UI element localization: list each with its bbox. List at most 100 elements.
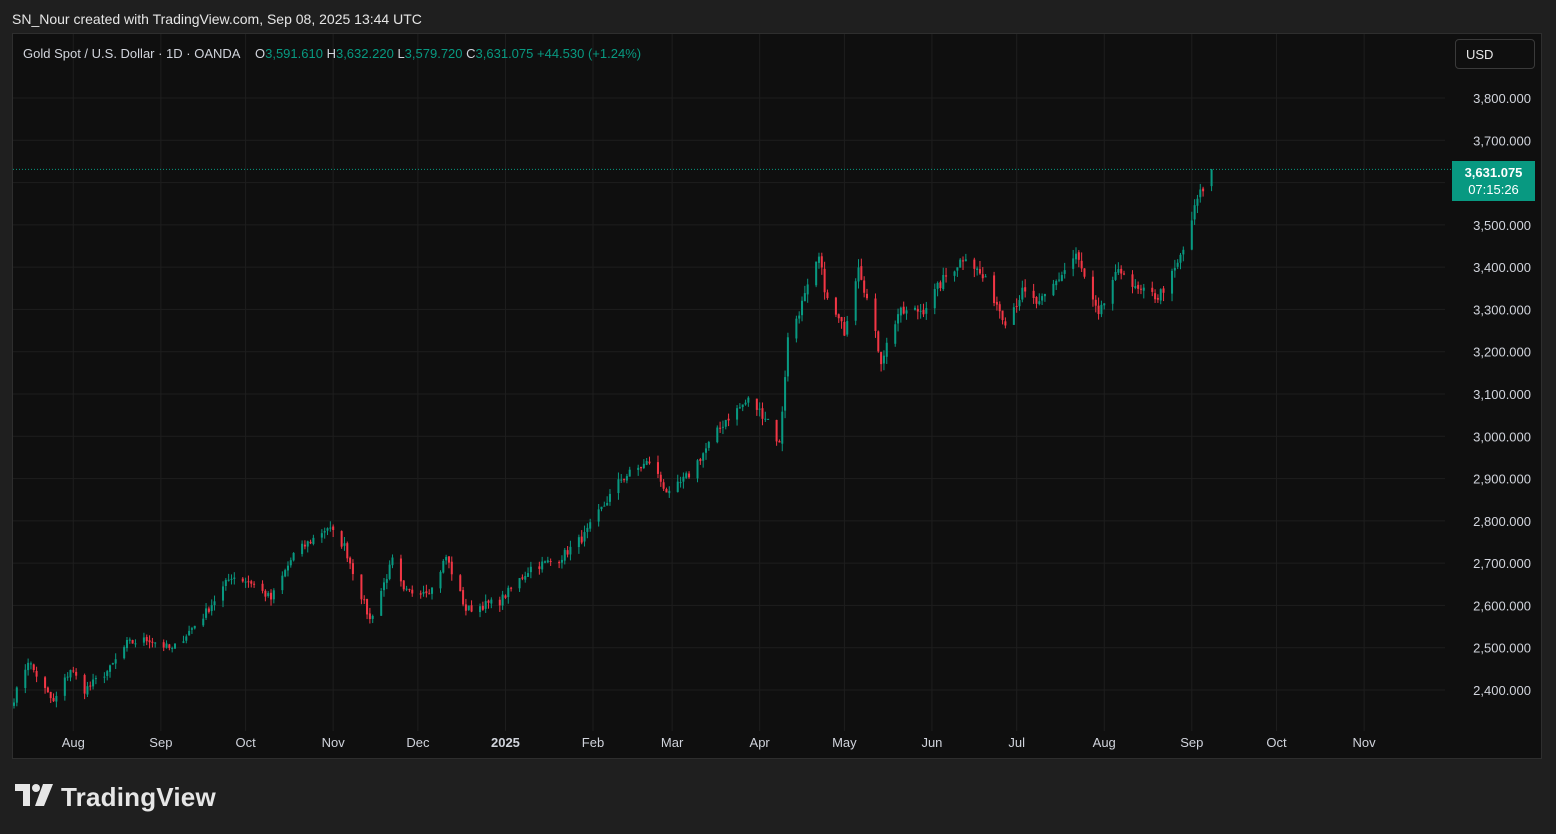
candle-body — [637, 467, 640, 470]
candle-body — [207, 608, 210, 612]
y-tick-label: 2,400.000 — [1473, 683, 1531, 698]
candle-body — [597, 509, 600, 522]
brand-logo[interactable]: TradingView — [15, 782, 216, 813]
candle-body — [775, 419, 778, 442]
x-tick-label: Aug — [1093, 735, 1116, 750]
candle-body — [843, 321, 846, 336]
candle-body — [470, 605, 473, 612]
x-tick-label: Oct — [1266, 735, 1287, 750]
x-tick-label: Apr — [750, 735, 771, 750]
y-tick-label: 3,700.000 — [1473, 133, 1531, 148]
candle-body — [419, 593, 422, 595]
candle-body — [450, 561, 453, 575]
x-tick-label: Dec — [406, 735, 430, 750]
x-tick-label: Oct — [235, 735, 256, 750]
candle-body — [719, 427, 722, 429]
candle-body — [1043, 294, 1046, 297]
candle-body — [405, 588, 408, 590]
candle-body — [959, 259, 962, 268]
candle-body — [24, 669, 27, 688]
candle-body — [1122, 273, 1126, 275]
candle-body — [863, 280, 866, 293]
candle-body — [518, 578, 521, 589]
candle-body — [608, 493, 611, 502]
candle-body — [823, 268, 826, 293]
candle-body — [360, 574, 363, 600]
candle-body — [546, 560, 549, 563]
y-tick-label: 3,000.000 — [1473, 429, 1531, 444]
candle-body — [854, 281, 857, 321]
candle-body — [998, 304, 1001, 312]
candle-body — [408, 589, 411, 591]
candle-body — [620, 479, 623, 481]
candle-body — [699, 459, 702, 462]
candle-body — [659, 474, 662, 482]
candle-body — [1171, 270, 1174, 294]
candle-body — [309, 541, 312, 544]
candle-body — [543, 561, 547, 563]
close-value: 3,631.075 — [475, 46, 534, 61]
symbol-description[interactable]: Gold Spot / U.S. Dollar · 1D · OANDA — [23, 46, 240, 61]
candle-body — [1210, 169, 1213, 187]
open-label: O — [254, 46, 266, 61]
candle-body — [363, 599, 366, 601]
candle-body — [721, 426, 724, 428]
last-price-tag: 3,631.075 07:15:26 — [1452, 161, 1535, 201]
candle-body — [301, 543, 304, 554]
candle-body — [66, 676, 69, 678]
candle-body — [942, 274, 945, 290]
candle-body — [510, 587, 513, 589]
x-tick-label: May — [832, 735, 857, 750]
candle-body — [956, 267, 959, 271]
y-tick-label: 2,700.000 — [1473, 556, 1531, 571]
y-tick-label: 2,900.000 — [1473, 472, 1531, 487]
candle-body — [767, 418, 770, 420]
candle-body — [795, 318, 798, 339]
candle-body — [815, 261, 818, 286]
candle-body — [351, 563, 354, 575]
y-tick-label: 3,100.000 — [1473, 387, 1531, 402]
candle-body — [128, 639, 131, 641]
candle-body — [312, 537, 315, 544]
candle-body — [1176, 262, 1179, 267]
candle-body — [323, 531, 326, 533]
candle-body — [642, 463, 645, 469]
candle-body — [962, 260, 965, 262]
candle-body — [281, 575, 284, 591]
candle-body — [820, 256, 823, 268]
x-tick-label: Mar — [661, 735, 684, 750]
candle-body — [1063, 270, 1066, 274]
candle-body — [46, 687, 49, 693]
candle-body — [86, 686, 89, 695]
candle-body — [665, 489, 668, 493]
candle-body — [874, 298, 877, 331]
candle-body — [1083, 268, 1086, 277]
candle-body — [563, 549, 566, 561]
candle-body — [1199, 189, 1202, 198]
candle-body — [541, 561, 544, 570]
candle-body — [332, 526, 335, 531]
candle-body — [995, 301, 998, 305]
candle-body — [919, 310, 922, 312]
candle-body — [702, 453, 705, 461]
candle-body — [428, 593, 431, 595]
price-chart[interactable]: 2,400.000 2,500.000 2,600.000 2,700.000 2,80… — [13, 34, 1541, 758]
low-label: L — [397, 46, 405, 61]
candle-body — [1120, 268, 1123, 274]
candle-body — [498, 599, 501, 606]
candle-body — [1154, 293, 1157, 300]
candle-body — [371, 615, 374, 619]
candle-body — [349, 557, 352, 564]
candle-body — [148, 640, 151, 643]
currency-button[interactable]: USD — [1455, 39, 1535, 69]
candle-body — [925, 308, 928, 314]
candle-body — [241, 578, 244, 582]
x-tick-label: Sep — [149, 735, 172, 750]
candle-body — [1060, 275, 1063, 281]
candle-body — [569, 546, 572, 555]
x-tick-label: Sep — [1180, 735, 1203, 750]
candle-body — [758, 408, 761, 410]
candle-body — [106, 671, 109, 676]
chart-panel[interactable]: 2,400.000 2,500.000 2,600.000 2,700.000 2,80… — [12, 33, 1542, 759]
candle-body — [939, 282, 942, 289]
